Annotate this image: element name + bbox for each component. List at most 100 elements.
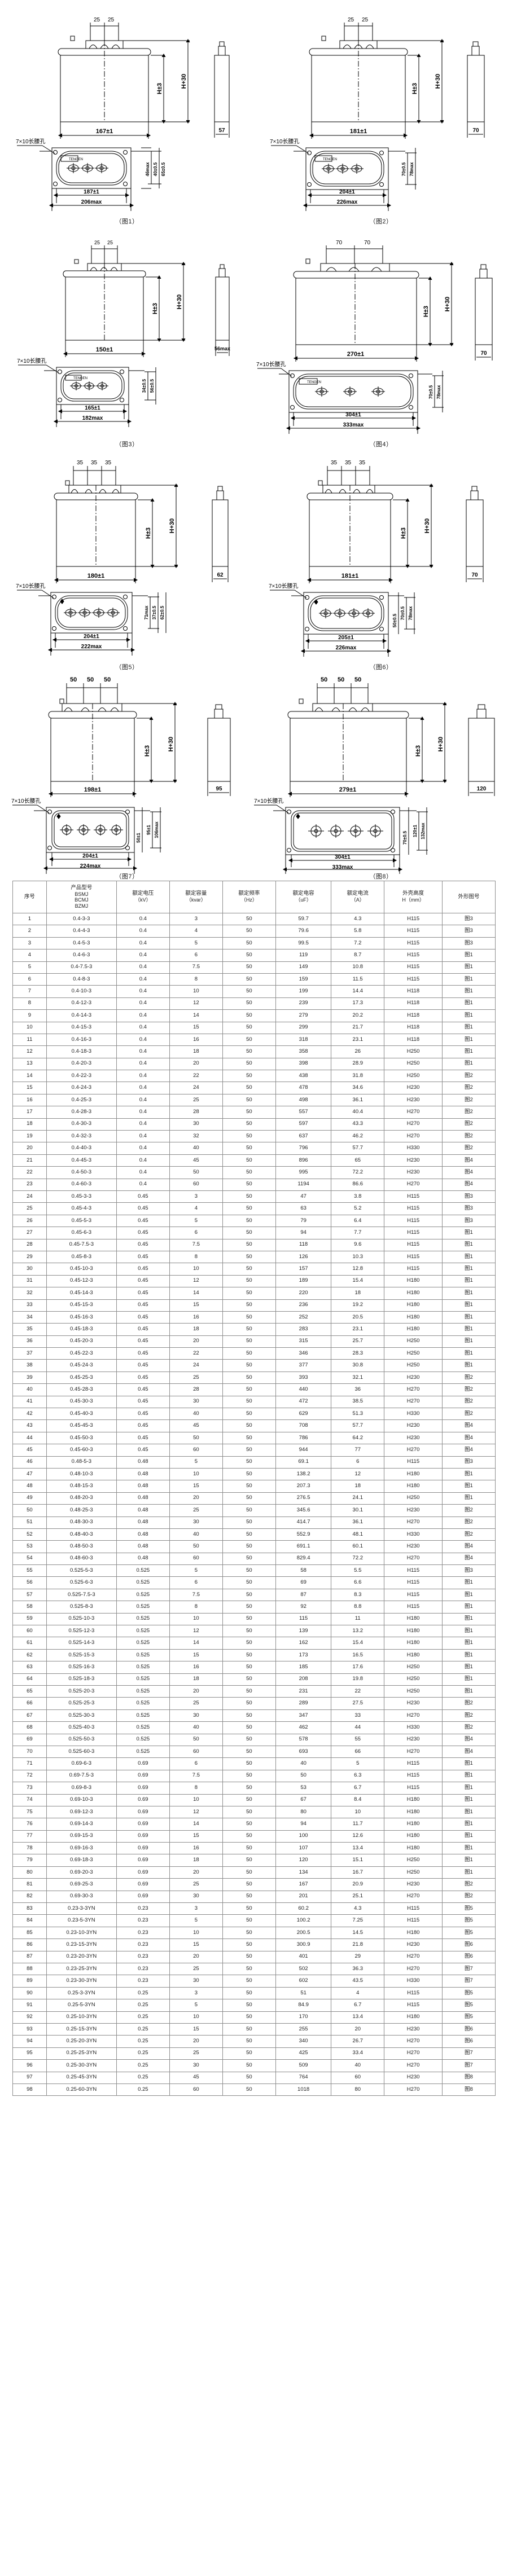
cell-rated-voltage: 0.45 xyxy=(116,1444,170,1457)
cell-case-height: H250 xyxy=(384,1057,443,1071)
cell-rated-current: 26.7 xyxy=(331,2035,385,2048)
table-row: 40 0.45-28-3 0.45 28 50 440 36 H270 图2 xyxy=(12,1383,496,1396)
cell-rated-current: 8.7 xyxy=(331,949,385,962)
cell-rated-frequency: 50 xyxy=(222,2083,276,2096)
cell-rated-current: 43.3 xyxy=(331,1118,385,1131)
cell-rated-capacity: 10 xyxy=(169,1467,223,1481)
cell-rated-capacity: 40 xyxy=(169,1142,223,1155)
table-row: 37 0.45-22-3 0.45 22 50 346 28.3 H250 图1 xyxy=(12,1347,496,1360)
cell-rated-capacity: 12 xyxy=(169,1625,223,1638)
cell-rated-capacitance: 92 xyxy=(275,1601,332,1614)
fig3-plan-outer: 182max xyxy=(82,415,103,421)
cell-rated-current: 13.4 xyxy=(331,1842,385,1855)
cell-rated-capacitance: 347 xyxy=(275,1709,332,1722)
cell-index: 38 xyxy=(12,1359,47,1372)
cell-index: 79 xyxy=(12,1854,47,1867)
cell-case-height: H115 xyxy=(384,1227,443,1239)
drawing-fig4: 70 70 H±3 H+30 270±1 70 7×10长腰孔 TENGEN 3… xyxy=(254,223,508,448)
fig4-pitch-1: 70 xyxy=(336,240,343,246)
cell-rated-frequency: 50 xyxy=(222,973,276,986)
cell-rated-current: 18 xyxy=(331,1287,385,1300)
fig7-height-outer: H+30 xyxy=(168,737,174,752)
cell-rated-capacity: 28 xyxy=(169,1383,223,1396)
cell-case-height: H230 xyxy=(384,1540,443,1553)
table-row: 41 0.45-30-3 0.45 30 50 472 38.5 H270 图2 xyxy=(12,1395,496,1409)
cell-rated-frequency: 50 xyxy=(222,1395,276,1409)
table-row: 5 0.4-7.5-3 0.4 7.5 50 149 10.8 H115 图1 xyxy=(12,961,496,974)
cell-case-height: H115 xyxy=(384,1914,443,1927)
cell-index: 33 xyxy=(12,1299,47,1312)
cell-rated-voltage: 0.4 xyxy=(116,937,170,950)
cell-rated-frequency: 50 xyxy=(222,1045,276,1058)
cell-case-height: H118 xyxy=(384,1009,443,1022)
cell-index: 83 xyxy=(12,1902,47,1915)
cell-outline-figure: 图1 xyxy=(441,1757,496,1770)
cell-rated-current: 6.6 xyxy=(331,1576,385,1589)
cell-rated-capacitance: 60.2 xyxy=(275,1902,332,1915)
cell-rated-frequency: 50 xyxy=(222,1263,276,1276)
table-row: 83 0.23-3-3YN 0.23 3 50 60.2 4.3 H115 图5 xyxy=(12,1902,496,1915)
th-rated-voltage: 额定电压 （kV） xyxy=(116,881,170,913)
cell-rated-current: 44 xyxy=(331,1721,385,1734)
fig6-plan-h3: 50±0.5 xyxy=(392,613,397,627)
cell-rated-current: 77 xyxy=(331,1444,385,1457)
cell-rated-capacity: 16 xyxy=(169,1311,223,1324)
cell-outline-figure: 图1 xyxy=(441,973,496,986)
fig8-plan-inner: 304±1 xyxy=(335,854,351,860)
fig6-pitch-1: 35 xyxy=(331,460,338,466)
cell-rated-capacitance: 119 xyxy=(275,949,332,962)
cell-case-height: H115 xyxy=(384,1250,443,1264)
th-figure-l1: 外形图号 xyxy=(458,893,480,900)
cell-rated-voltage: 0.25 xyxy=(116,2047,170,2060)
cell-outline-figure: 图7 xyxy=(441,1975,496,1988)
cell-rated-capacitance: 69 xyxy=(275,1576,332,1589)
cell-rated-voltage: 0.4 xyxy=(116,1178,170,1191)
th-rated-capacitance: 额定电容 （uF） xyxy=(275,881,332,913)
cell-rated-frequency: 50 xyxy=(222,1685,276,1698)
cell-rated-capacitance: 120 xyxy=(275,1854,332,1867)
drawing-fig1: 25 25 H±3 H+30 167±1 57 7×10长腰孔 TENGEN 1… xyxy=(0,0,254,225)
cell-rated-capacitance: 149 xyxy=(275,961,332,974)
header-row: 序号 产品型号 BSMJ BCMJ BZMJ 额定电压 （kV） 额定容量 xyxy=(12,881,496,913)
cell-rated-voltage: 0.525 xyxy=(116,1637,170,1650)
table-row: 45 0.45-60-3 0.45 60 50 944 77 H270 图4 xyxy=(12,1444,496,1457)
table-row: 20 0.4-40-3 0.4 40 50 796 57.7 H330 图2 xyxy=(12,1142,496,1155)
fig5-plan-h3: 71max xyxy=(144,605,149,619)
cell-rated-capacity: 30 xyxy=(169,1118,223,1131)
cell-case-height: H270 xyxy=(384,1118,443,1131)
table-row: 13 0.4-20-3 0.4 20 50 398 28.9 H250 图1 xyxy=(12,1057,496,1071)
cell-rated-current: 6.7 xyxy=(331,1782,385,1795)
cell-case-height: H270 xyxy=(384,1178,443,1191)
cell-rated-current: 3.8 xyxy=(331,1190,385,1203)
table-row: 54 0.48-60-3 0.48 60 50 829.4 72.2 H270 图4 xyxy=(12,1552,496,1566)
fig5-plan-h2: 62±0.5 xyxy=(160,605,165,619)
cell-index: 81 xyxy=(12,1878,47,1891)
cell-rated-capacitance: 552.9 xyxy=(275,1528,332,1541)
cell-index: 44 xyxy=(12,1431,47,1445)
table-row: 91 0.25-5-3YN 0.25 5 50 84.9 6.7 H115 图5 xyxy=(12,1999,496,2012)
cell-index: 4 xyxy=(12,949,47,962)
cell-model: 0.48-20-3 xyxy=(46,1492,117,1505)
fig6-height-outer: H+30 xyxy=(424,518,431,534)
cell-rated-current: 7.2 xyxy=(331,937,385,950)
cell-model: 0.525-12-3 xyxy=(46,1625,117,1638)
cell-outline-figure: 图1 xyxy=(441,1033,496,1047)
cell-rated-current: 5.8 xyxy=(331,925,385,938)
cell-case-height: H180 xyxy=(384,1818,443,1831)
cell-rated-capacity: 15 xyxy=(169,1830,223,1843)
cell-case-height: H330 xyxy=(384,1975,443,1988)
cell-index: 24 xyxy=(12,1190,47,1203)
cell-outline-figure: 图2 xyxy=(441,1697,496,1710)
cell-outline-figure: 图2 xyxy=(441,1383,496,1396)
cell-rated-capacitance: 189 xyxy=(275,1274,332,1288)
cell-index: 46 xyxy=(12,1456,47,1469)
cell-rated-capacity: 3 xyxy=(169,1986,223,2000)
cell-model: 0.4-10-3 xyxy=(46,985,117,998)
cell-rated-current: 21.7 xyxy=(331,1021,385,1034)
cell-rated-frequency: 50 xyxy=(222,1202,276,1215)
cell-rated-capacity: 15 xyxy=(169,1649,223,1662)
cell-index: 42 xyxy=(12,1408,47,1421)
cell-model: 0.4-18-3 xyxy=(46,1045,117,1058)
cell-rated-capacity: 50 xyxy=(169,1166,223,1179)
fig1-brand: TENGEN xyxy=(69,158,83,161)
